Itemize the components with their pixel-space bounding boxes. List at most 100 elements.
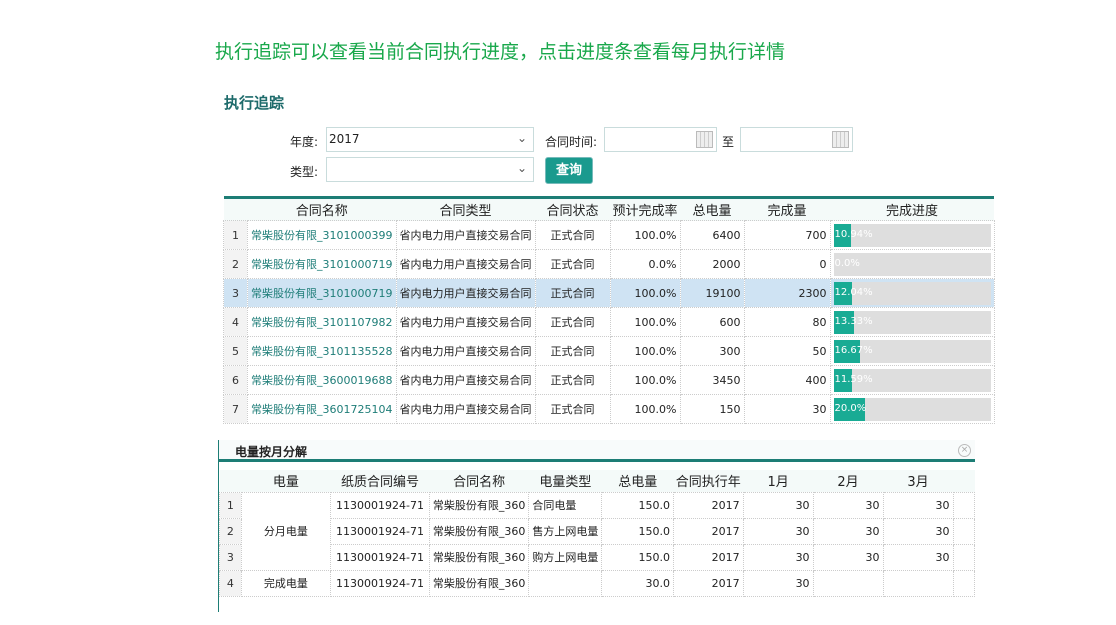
progress-bar[interactable]: 11.59% [833,368,991,392]
calendar-icon[interactable] [696,131,713,148]
month-1: 30 [742,517,814,545]
column-header: 电量类型 [528,470,602,492]
row-index: 4 [223,307,248,337]
progress-bar[interactable]: 0.0% [833,252,991,276]
contract-status: 正式合同 [534,249,611,279]
paper-contract-no: 1130001924-71 [330,517,430,545]
month-extra [952,569,975,597]
month-3: 30 [882,543,954,571]
column-header[interactable]: 总电量 [680,197,744,221]
table-row[interactable]: 7 常柴股份有限_3601725104 省内电力用户直接交易合同 正式合同 100.0%… [223,394,995,424]
column-header: 合同执行年 [673,470,744,492]
column-header [953,470,975,492]
column-header[interactable] [223,197,248,221]
completed-energy: 0 [743,249,831,279]
month-2: 30 [812,543,884,571]
progress-cell[interactable]: 12.04% [829,278,995,308]
progress-text: 10.94% [834,228,873,240]
contract-name-link[interactable]: 常柴股份有限_3601725104 [247,394,397,424]
progress-fill [833,339,860,363]
progress-fill [833,368,852,392]
table-row[interactable]: 6 常柴股份有限_3600019688 省内电力用户直接交易合同 正式合同 100.0%… [223,365,995,395]
progress-bar[interactable]: 16.67% [833,339,991,363]
table-row: 1 分月电量 1130001924-71 常柴股份有限_360 合同电量 150.0 201… [219,491,975,571]
progress-cell[interactable]: 10.94% [829,220,995,250]
table-row: 4 完成电量 1130001924-71 常柴股份有限_360 30.0 2017 30 [219,569,975,597]
contract-status: 正式合同 [534,307,611,337]
column-header[interactable]: 合同状态 [535,197,610,221]
year-value: 2017 [329,132,360,146]
monthly-breakdown-dialog: 电量按月分解 × 电量 纸质合同编号 合同名称 电量类型 总电量 合同执行年 1月 2月 3月 … [218,440,975,612]
contract-type: 省内电力用户直接交易合同 [395,249,536,279]
progress-fill [833,310,855,334]
contract-name-link[interactable]: 常柴股份有限_3101000719 [247,249,397,279]
total-energy: 600 [679,307,745,337]
contract-name: 常柴股份有限_360 [428,569,530,597]
month-1: 30 [742,543,814,571]
total-energy: 150.0 [601,491,675,519]
dialog-title: 电量按月分解 [219,440,975,462]
column-header[interactable]: 合同类型 [396,197,535,221]
to-label: 至 [722,135,735,149]
progress-cell[interactable]: 20.0% [829,394,995,424]
completed-energy: 30 [743,394,831,424]
close-icon[interactable]: × [958,444,971,457]
row-index: 7 [223,394,248,424]
execution-year: 2017 [673,569,744,597]
query-button[interactable]: 查询 [545,157,593,184]
contract-name-link[interactable]: 常柴股份有限_3600019688 [247,365,397,395]
column-header: 总电量 [601,470,674,492]
calendar-icon[interactable] [832,131,849,148]
progress-bar[interactable]: 13.33% [833,310,991,334]
progress-bar[interactable]: 12.04% [833,281,991,305]
progress-fill [833,397,865,421]
row-index: 6 [223,365,248,395]
contract-status: 正式合同 [534,365,611,395]
energy-type [528,569,603,597]
progress-bar[interactable]: 20.0% [833,397,991,421]
table-row[interactable]: 4 常柴股份有限_3101107982 省内电力用户直接交易合同 正式合同 100.0%… [223,307,995,337]
contract-name-link[interactable]: 常柴股份有限_3101000399 [247,220,397,250]
row-index: 1 [223,220,248,250]
energy-group: 完成电量 [240,569,332,597]
monthly-table: 电量 纸质合同编号 合同名称 电量类型 总电量 合同执行年 1月 2月 3月 1 分月电量 1130… [219,470,975,597]
table-row: 3 1130001924-71 常柴股份有限_360 购方上网电量 150.0 2017 3… [219,543,975,571]
type-label: 类型: [290,165,319,179]
table-row[interactable]: 3 常柴股份有限_3101000719 省内电力用户直接交易合同 正式合同 100.0%… [223,278,995,308]
progress-cell[interactable]: 16.67% [829,336,995,366]
energy-type: 购方上网电量 [528,543,603,571]
date-to-input[interactable] [740,127,853,152]
column-header[interactable]: 完成进度 [830,197,994,221]
table-row[interactable]: 5 常柴股份有限_3101135528 省内电力用户直接交易合同 正式合同 100.0%… [223,336,995,366]
month-3: 30 [882,491,954,519]
row-index: 1 [219,491,242,519]
date-label: 合同时间: [545,135,598,149]
column-header[interactable]: 合同名称 [247,197,396,221]
contract-name-link[interactable]: 常柴股份有限_3101000719 [247,278,397,308]
expected-rate: 100.0% [609,307,681,337]
month-2: 30 [812,517,884,545]
contract-type: 省内电力用户直接交易合同 [395,220,536,250]
month-extra [952,491,975,519]
column-header[interactable]: 预计完成率 [610,197,680,221]
total-energy: 30.0 [601,569,675,597]
contract-name-link[interactable]: 常柴股份有限_3101107982 [247,307,397,337]
contract-status: 正式合同 [534,336,611,366]
progress-bar[interactable]: 10.94% [833,223,991,247]
date-from-input[interactable] [604,127,717,152]
table-row[interactable]: 1 常柴股份有限_3101000399 省内电力用户直接交易合同 正式合同 100.0%… [223,220,995,250]
execution-year: 2017 [673,517,744,545]
progress-fill [833,281,853,305]
expected-rate: 100.0% [609,336,681,366]
table-row[interactable]: 2 常柴股份有限_3101000719 省内电力用户直接交易合同 正式合同 0.0% 20… [223,249,995,279]
contract-type: 省内电力用户直接交易合同 [395,307,536,337]
contract-name-link[interactable]: 常柴股份有限_3101135528 [247,336,397,366]
progress-cell[interactable]: 13.33% [829,307,995,337]
type-select[interactable]: ⌄ [326,157,534,182]
column-header: 电量 [241,470,331,492]
progress-text: 20.0% [834,402,867,414]
column-header[interactable]: 完成量 [744,197,830,221]
progress-cell[interactable]: 11.59% [829,365,995,395]
year-select[interactable]: 2017 ⌄ [326,127,534,152]
progress-cell[interactable]: 0.0% [829,249,995,279]
